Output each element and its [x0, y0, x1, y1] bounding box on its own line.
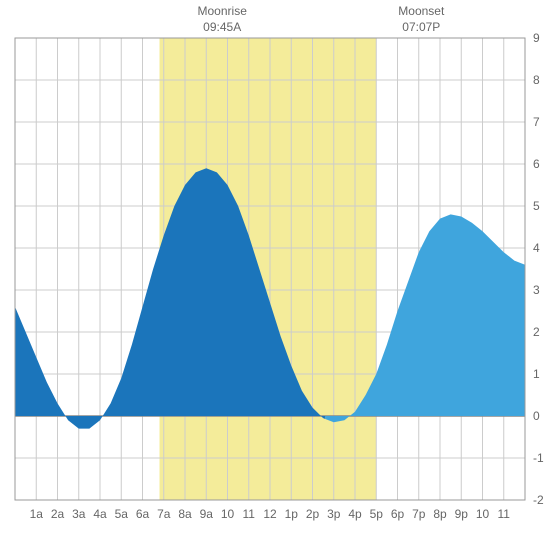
x-tick-label: 1p	[285, 507, 299, 521]
x-tick-label: 11	[498, 507, 511, 521]
tide-chart: 1a2a3a4a5a6a7a8a9a1011121p2p3p4p5p6p7p8p…	[0, 0, 550, 550]
x-tick-label: 10	[476, 507, 490, 521]
x-tick-label: 9p	[455, 507, 469, 521]
y-tick-label: 0	[533, 409, 540, 423]
y-tick-label: 6	[533, 157, 540, 171]
chart-svg: 1a2a3a4a5a6a7a8a9a1011121p2p3p4p5p6p7p8p…	[0, 0, 550, 550]
y-tick-label: 3	[533, 283, 540, 297]
x-tick-label: 2p	[306, 507, 320, 521]
y-tick-label: 1	[533, 367, 540, 381]
x-tick-label: 9a	[200, 507, 214, 521]
y-tick-label: -2	[533, 493, 544, 507]
x-tick-label: 8a	[178, 507, 192, 521]
y-tick-label: 5	[533, 199, 540, 213]
y-tick-label: 7	[533, 115, 540, 129]
y-tick-label: -1	[533, 451, 544, 465]
x-tick-label: 5a	[115, 507, 129, 521]
x-tick-label: 12	[263, 507, 277, 521]
y-tick-label: 8	[533, 73, 540, 87]
x-tick-label: 7a	[157, 507, 171, 521]
y-tick-label: 9	[533, 31, 540, 45]
moonrise-label: Moonrise09:45A	[198, 4, 247, 35]
x-tick-label: 11	[243, 507, 256, 521]
event-time: 07:07P	[398, 20, 444, 36]
y-tick-label: 2	[533, 325, 540, 339]
y-tick-label: 4	[533, 241, 540, 255]
moonset-label: Moonset07:07P	[398, 4, 444, 35]
x-tick-label: 10	[221, 507, 235, 521]
x-tick-label: 3p	[327, 507, 341, 521]
event-title: Moonrise	[198, 4, 247, 20]
x-tick-label: 4a	[93, 507, 107, 521]
x-tick-label: 2a	[51, 507, 65, 521]
event-time: 09:45A	[198, 20, 247, 36]
x-tick-label: 1a	[30, 507, 44, 521]
x-tick-label: 4p	[348, 507, 362, 521]
x-tick-label: 6a	[136, 507, 150, 521]
x-tick-label: 5p	[370, 507, 384, 521]
x-tick-label: 6p	[391, 507, 405, 521]
x-tick-label: 8p	[433, 507, 447, 521]
x-tick-label: 7p	[412, 507, 426, 521]
event-title: Moonset	[398, 4, 444, 20]
x-tick-label: 3a	[72, 507, 86, 521]
